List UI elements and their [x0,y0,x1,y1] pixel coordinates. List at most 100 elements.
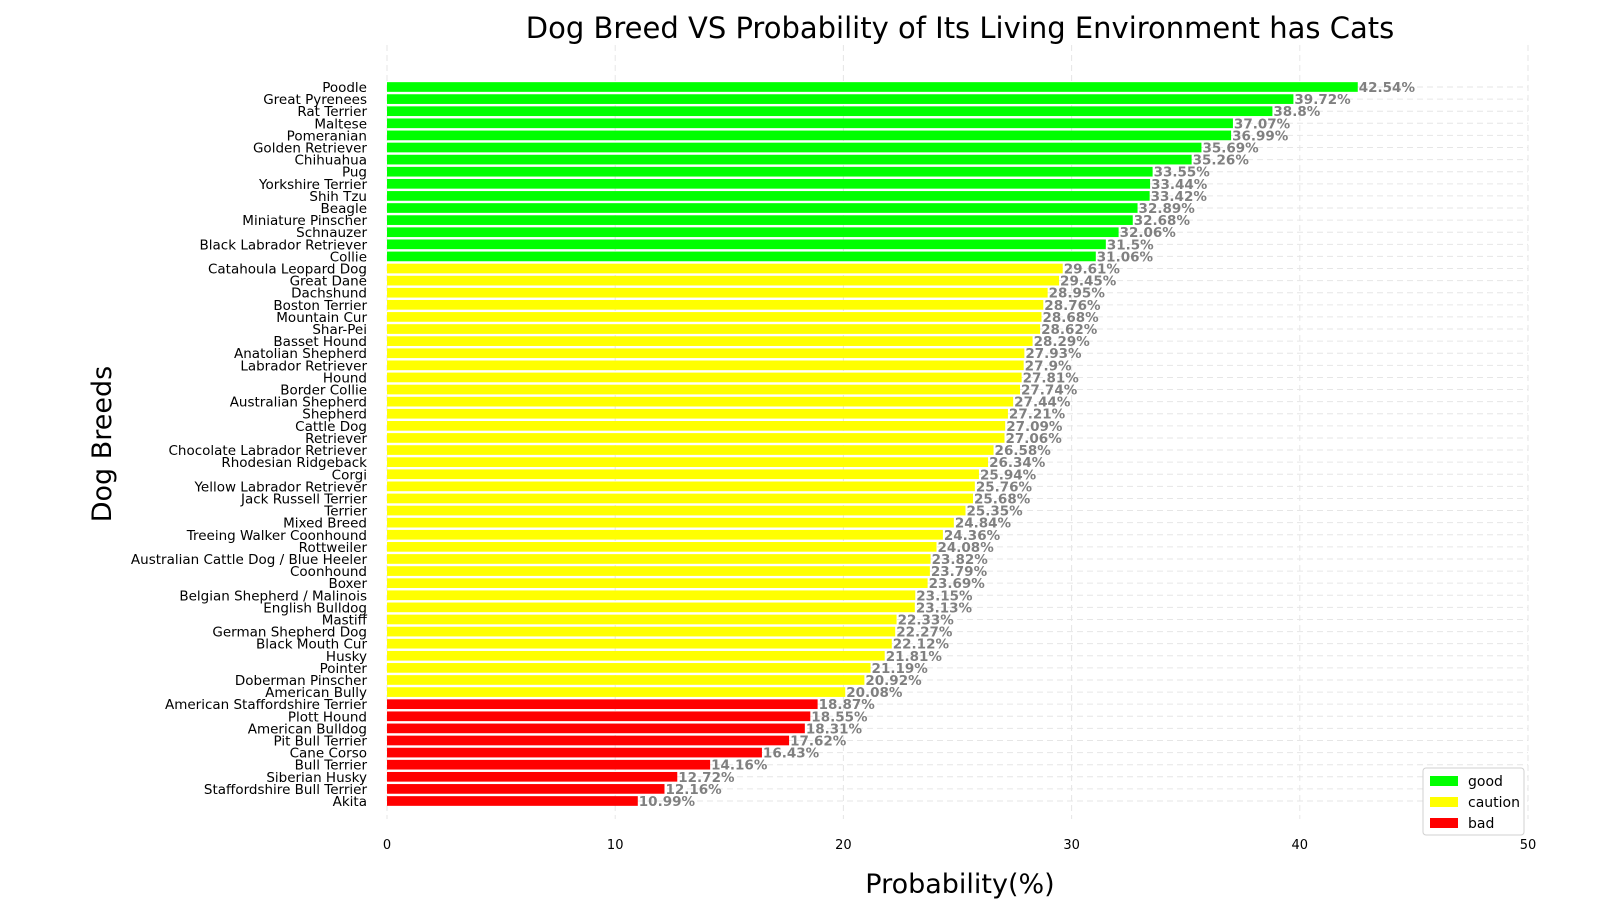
category-label: Pit Bull Terrier [273,733,367,749]
data-label: 23.82% [932,552,989,568]
category-label: English Bulldog [263,600,367,616]
category-label: Plott Hound [288,709,367,725]
category-label: Belgian Shepherd / Malinois [179,588,367,604]
bar [387,687,846,697]
category-label: Boxer [328,576,367,592]
category-label: Husky [326,649,367,665]
data-label: 36.99% [1232,128,1289,144]
data-label: 35.26% [1193,153,1250,169]
bar [387,421,1006,431]
category-label: Jack Russell Terrier [240,491,367,507]
bar [387,493,974,504]
legend-swatch [1430,776,1458,786]
data-label: 22.12% [893,637,950,653]
bar [387,457,989,467]
x-axis-ticks: 0 10 20 30 40 50 [383,838,1536,853]
bar [387,142,1202,153]
bar [387,130,1232,141]
category-label: Black Mouth Cur [256,637,367,653]
bar [387,517,954,528]
bar [387,178,1151,189]
category-label: Collie [330,249,367,265]
data-label: 38.8% [1273,104,1320,120]
bar [387,299,1044,310]
bar [387,384,1021,395]
category-label: Shar-Pei [312,322,367,338]
x-axis-label: Probability(%) [865,869,1054,900]
bar [387,324,1041,334]
category-label: Miniature Pinscher [242,213,367,229]
data-label: 18.87% [819,697,876,713]
data-label: 22.33% [898,612,955,628]
x-tick-label: 50 [1520,838,1537,853]
data-label: 23.15% [916,588,973,604]
x-tick-label: 40 [1292,838,1309,853]
bar [387,614,897,625]
legend-label: caution [1468,795,1520,811]
bar [387,747,762,758]
category-label: Cane Corso [290,746,367,762]
data-label: 18.31% [806,721,863,737]
data-label: 27.06% [1006,431,1063,447]
category-label: Rat Terrier [297,104,367,120]
data-label: 33.55% [1154,165,1211,181]
data-label: 35.69% [1202,141,1259,157]
bar [387,735,790,746]
category-label: Pomeranian [287,128,367,144]
data-label: 32.68% [1134,213,1191,229]
bar [387,360,1024,371]
category-label: Great Pyrenees [263,92,367,108]
bar [387,529,943,540]
bar [387,590,916,601]
data-label: 28.62% [1041,322,1098,338]
data-label: 33.42% [1151,189,1208,205]
category-label: Poodle [322,80,367,96]
category-label: Australian Cattle Dog / Blue Heeler [131,552,368,568]
category-label: Pug [342,165,367,181]
data-label: 16.43% [763,746,820,762]
bar [387,723,805,734]
bar [387,227,1119,238]
category-label: Shepherd [302,407,367,423]
category-label: American Staffordshire Terrier [165,697,367,713]
category-label: Cattle Dog [295,419,367,435]
data-label: 27.93% [1025,346,1082,362]
x-tick-label: 10 [607,838,624,853]
bar [387,154,1192,165]
data-label: 28.95% [1049,286,1106,302]
data-label: 21.81% [886,649,943,665]
data-label: 28.29% [1034,334,1091,350]
data-label: 24.08% [938,540,995,556]
bar [387,469,979,480]
category-label: Shih Tzu [309,189,367,205]
data-label: 12.72% [678,770,735,786]
bar [387,106,1273,117]
data-label: 14.16% [711,758,768,774]
data-label: 27.09% [1006,419,1063,435]
bar [387,650,885,661]
category-label: Mixed Breed [283,516,367,532]
value-labels: 42.54% 39.72%38.8%37.07%36.99%35.69%35.26… [639,80,1416,810]
category-label: Yorkshire Terrier [258,177,367,193]
data-label: 23.13% [916,600,973,616]
legend-swatch [1430,818,1458,828]
bar [387,542,937,552]
bar [387,711,811,722]
bar [387,445,994,455]
y-axis-label: Dog Breeds [87,366,118,523]
data-label: 12.16% [665,782,722,798]
x-tick-label: 20 [835,838,852,853]
bar [387,396,1014,407]
x-tick-label: 30 [1063,838,1080,853]
data-label: 26.34% [989,455,1046,471]
bar [387,505,966,516]
bar [387,408,1008,419]
bars-layer [387,82,1358,806]
data-label: 23.79% [931,564,988,580]
category-label: Yellow Labrador Retriever [193,479,367,495]
data-label: 26.58% [995,443,1052,459]
bar [387,626,896,637]
category-label: Maltese [314,116,367,132]
category-label: Mastiff [322,612,368,628]
